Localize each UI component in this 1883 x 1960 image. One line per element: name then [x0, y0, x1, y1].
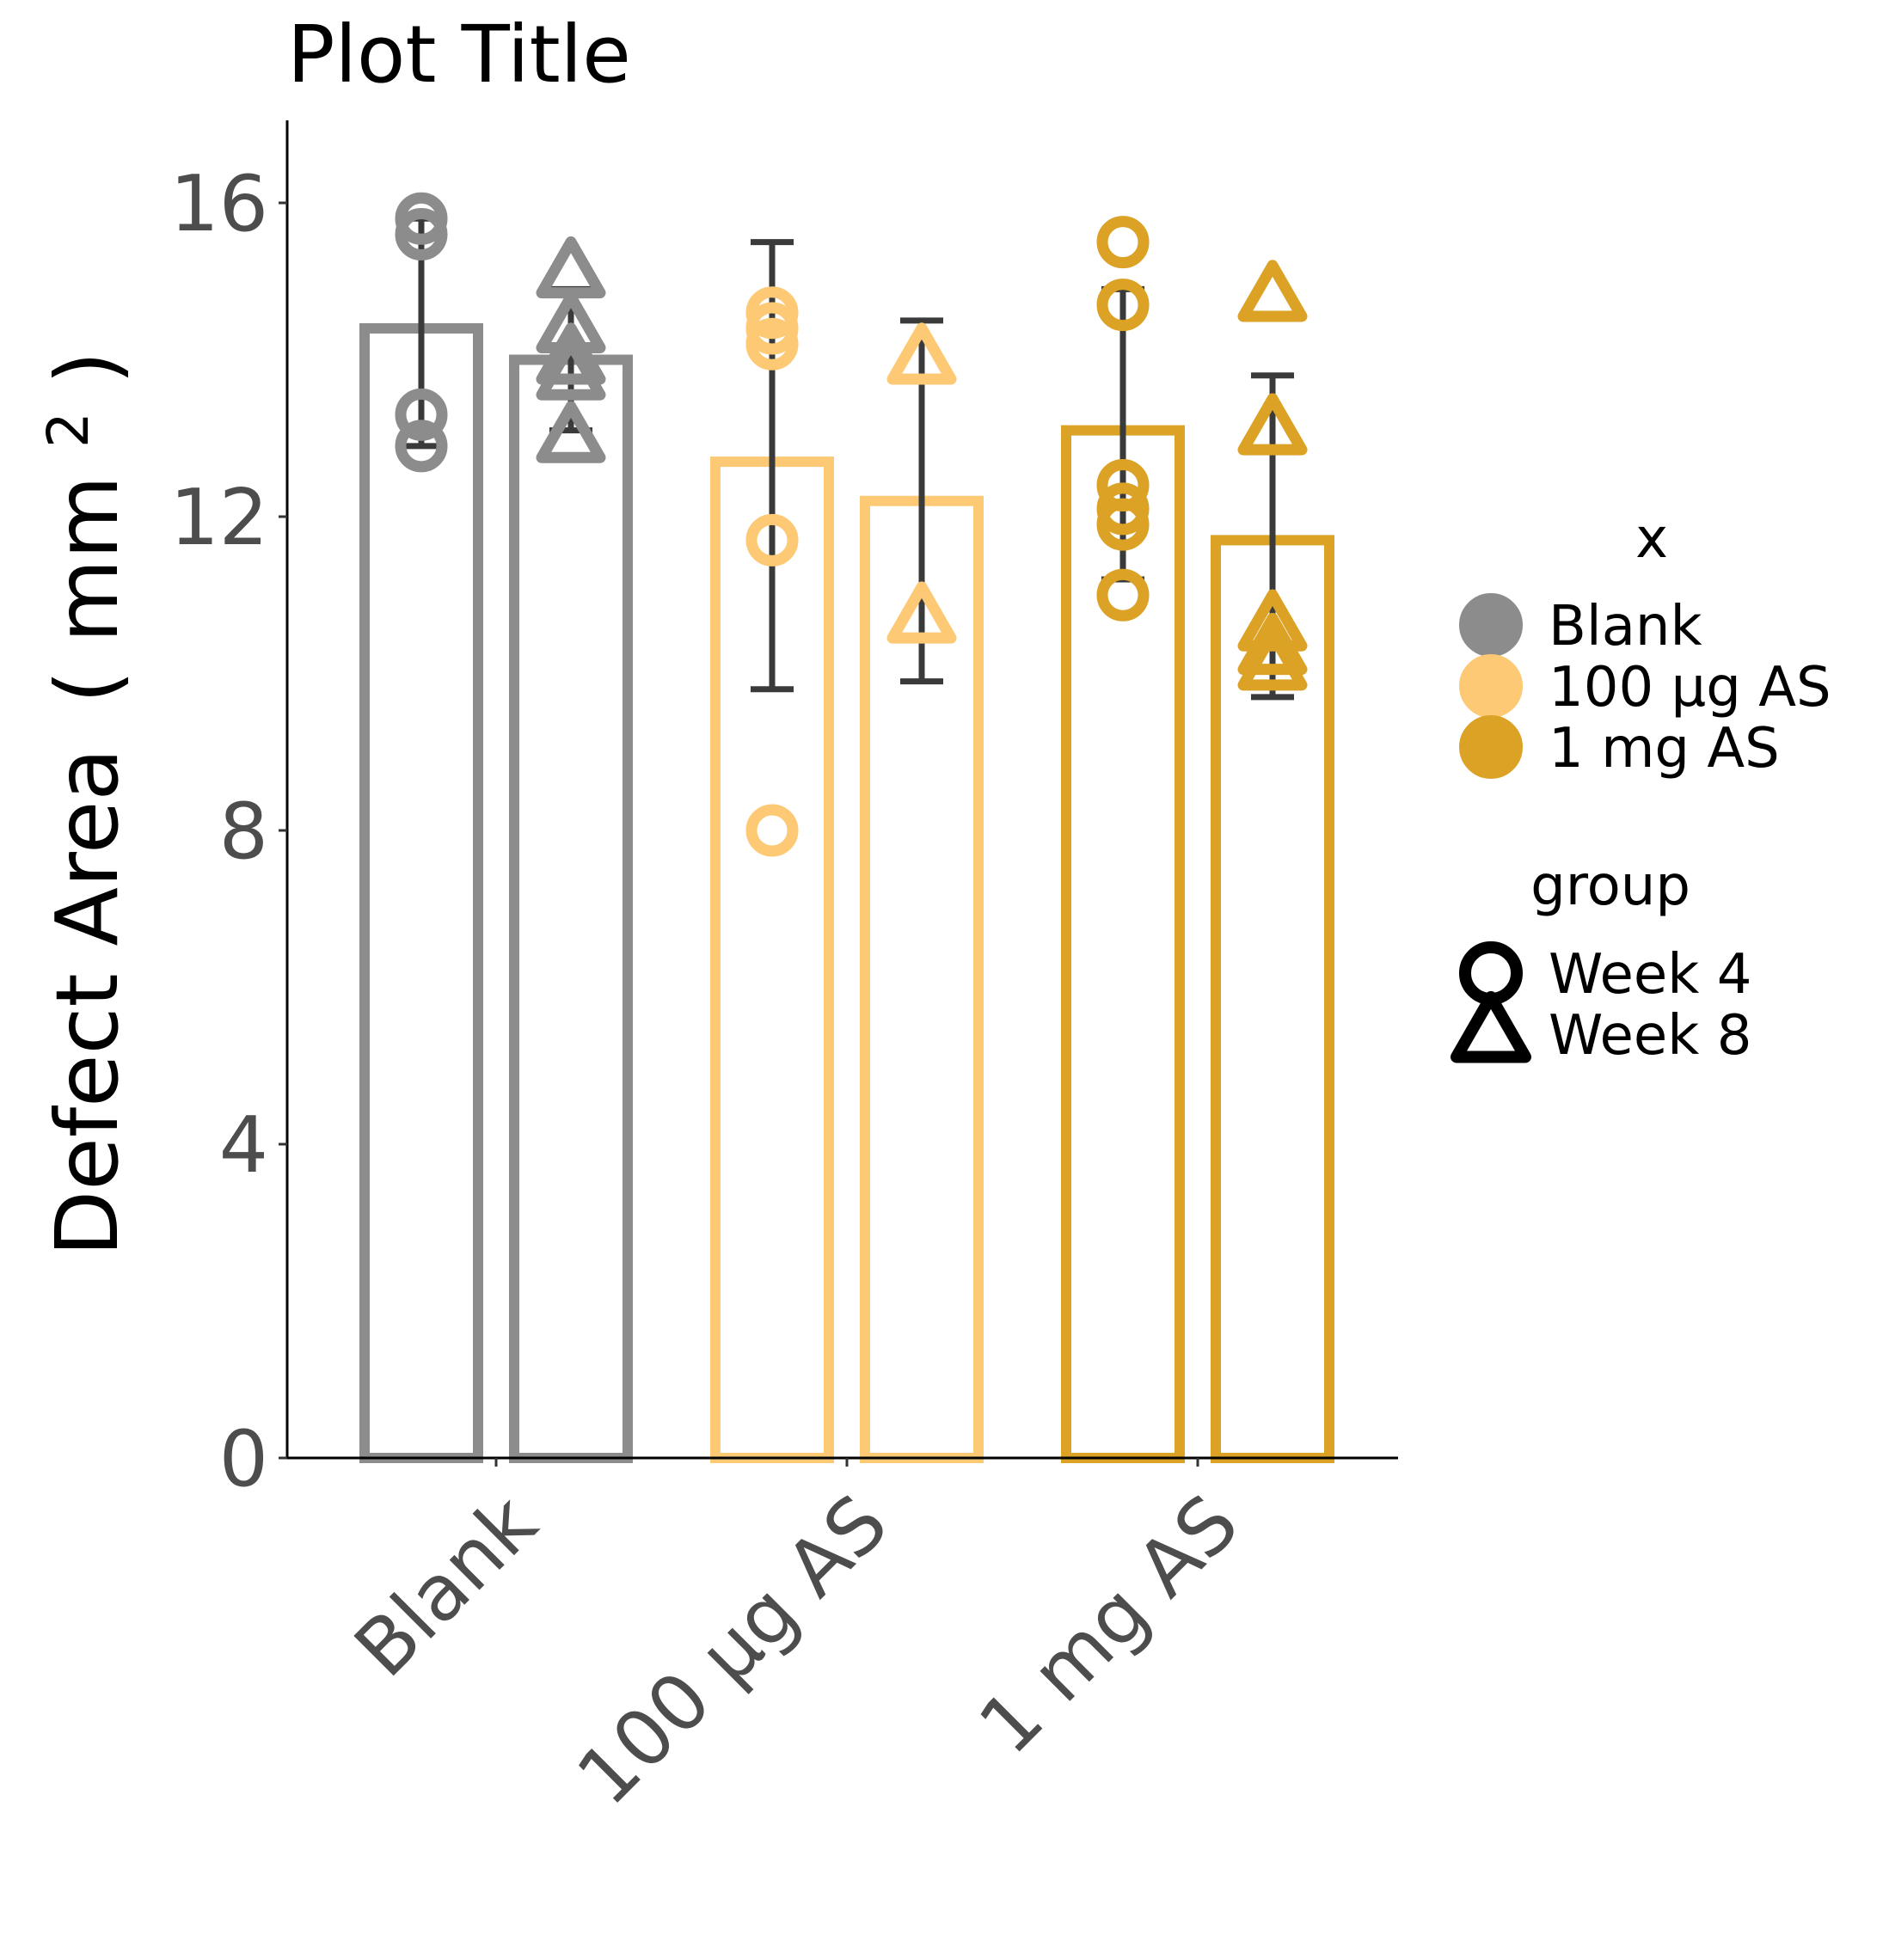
- error-bar-100-g-as-week-4: [751, 239, 794, 693]
- legend-item-blank: Blank: [1459, 593, 1702, 658]
- legend-label-1-mg-as: 1 mg AS: [1549, 717, 1780, 781]
- y-axis-title-superscript: 2: [35, 412, 101, 448]
- legend-item-week-4: Week 4: [1459, 941, 1751, 1007]
- bars-layer: [359, 323, 1334, 1463]
- point-1-mg-as-week-4-2: [1096, 279, 1150, 332]
- x-ticks-layer: Blank 100 µg AS 1 mg AS: [338, 1458, 1256, 1822]
- point-blank-week-8-4: [536, 338, 606, 401]
- y-tick-label-12: 12: [169, 473, 268, 563]
- point-1-mg-as-week-8-3: [1237, 589, 1308, 652]
- legend-title-group: group: [1530, 854, 1690, 918]
- y-axis-title-paren-open: (: [37, 671, 138, 704]
- bar-1-mg-as-week-4: [1061, 425, 1185, 1463]
- legend-label-week-8: Week 8: [1549, 1004, 1751, 1068]
- x-tick-label-blank: Blank: [338, 1478, 555, 1694]
- legend-key-blank: [1459, 593, 1523, 657]
- point-blank-week-4-2: [395, 208, 448, 260]
- y-tick-label-16: 16: [169, 159, 268, 249]
- point-100-g-as-week-4-4: [745, 513, 799, 567]
- y-axis-title-paren-close: ): [37, 351, 138, 384]
- point-1-mg-as-week-4-1: [1096, 216, 1150, 269]
- legend-key-1-mg-as: [1459, 715, 1523, 779]
- point-1-mg-as-week-4-6: [1096, 568, 1150, 622]
- legend-key-100-g-as: [1459, 654, 1523, 718]
- points-layer: [395, 192, 1308, 857]
- legend-key-week-8: [1451, 990, 1531, 1063]
- point-1-mg-as-week-8-5: [1237, 628, 1308, 691]
- chart-title: Plot Title: [287, 9, 631, 101]
- point-100-g-as-week-4-5: [745, 804, 799, 857]
- point-1-mg-as-week-8-2: [1237, 393, 1308, 456]
- legend-title-x: x: [1635, 507, 1668, 571]
- point-blank-week-4-4: [395, 420, 448, 473]
- y-tick-label-8: 8: [219, 787, 268, 877]
- y-tick-label-0: 0: [219, 1414, 268, 1504]
- axes: [285, 120, 1398, 1460]
- point-1-mg-as-week-8-4: [1237, 612, 1308, 676]
- y-axis-title: Defect Area ( mm 2 ): [8, 351, 138, 1256]
- errorbar-layer: [400, 215, 1294, 701]
- legend-item-100-g-as: 100 µg AS: [1459, 654, 1831, 720]
- point-blank-week-8-5: [536, 401, 606, 463]
- y-tick-label-4: 4: [219, 1100, 268, 1191]
- x-tick-label-100-g-as: 100 µg AS: [561, 1478, 905, 1822]
- point-1-mg-as-week-8-1: [1237, 260, 1308, 322]
- y-axis-title-unit: mm: [37, 475, 138, 643]
- legend-item-week-8: Week 8: [1451, 990, 1751, 1068]
- bar-blank-week-8: [509, 354, 633, 1463]
- point-blank-week-8-1: [536, 236, 606, 299]
- y-axis-title-main: Defect Area: [37, 748, 138, 1256]
- legend-label-100-g-as: 100 µg AS: [1549, 656, 1831, 720]
- legend-label-blank: Blank: [1549, 595, 1702, 658]
- point-blank-week-4-3: [395, 388, 448, 441]
- point-100-g-as-week-8-2: [886, 581, 957, 644]
- x-tick-label-1-mg-as: 1 mg AS: [962, 1478, 1256, 1772]
- y-axis-title-text: Defect Area ( mm 2 ): [8, 351, 138, 1256]
- legend-item-1-mg-as: 1 mg AS: [1459, 715, 1780, 781]
- point-100-g-as-week-8-1: [886, 322, 957, 385]
- y-ticks-layer: 0 4 8 12 16: [169, 159, 287, 1504]
- point-1-mg-as-week-4-5: [1096, 498, 1150, 551]
- point-100-g-as-week-4-3: [745, 317, 799, 371]
- bar-blank-week-4: [359, 323, 483, 1463]
- point-blank-week-8-3: [536, 322, 606, 385]
- legend-label-week-4: Week 4: [1549, 943, 1751, 1007]
